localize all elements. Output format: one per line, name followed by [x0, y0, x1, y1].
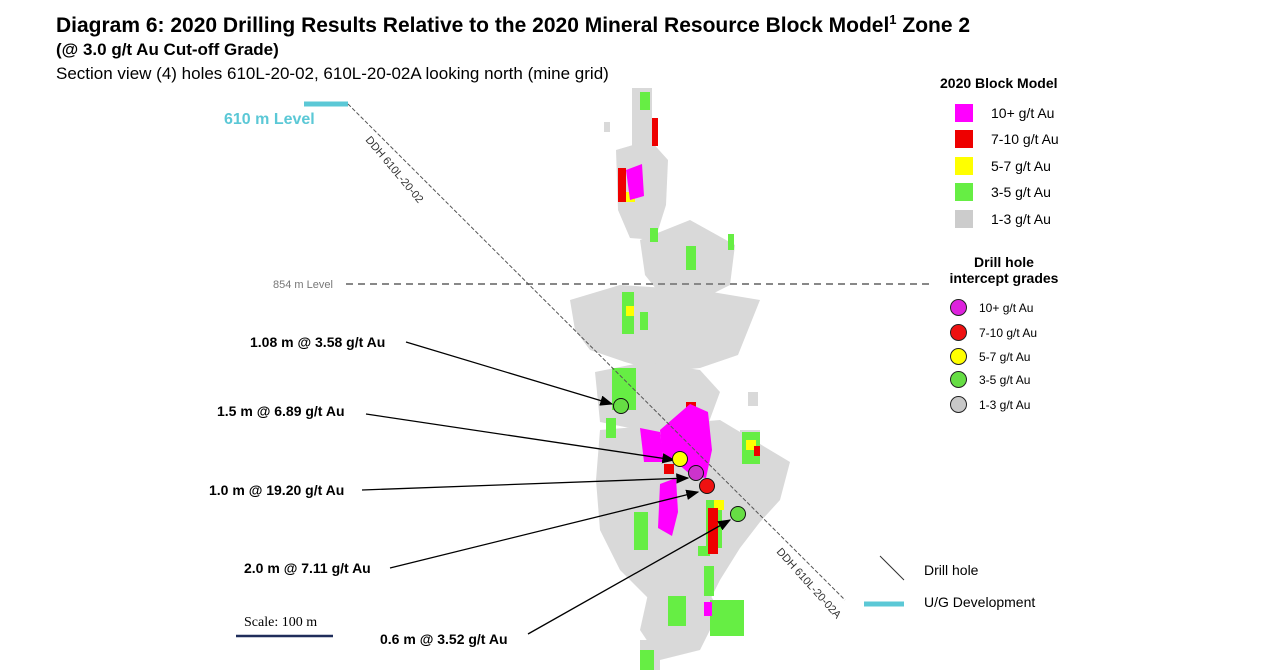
intercept-legend-title: Drill hole intercept grades — [949, 254, 1059, 286]
drill-hole-legend-label: Drill hole — [924, 562, 979, 578]
drill-hole-legend-symbol — [879, 555, 905, 581]
intercept-marker-2 — [672, 451, 688, 467]
intercept-marker-5 — [730, 506, 746, 522]
block-model-legend-title: 2020 Block Model — [940, 75, 1058, 91]
intercept-label-1: 1.08 m @ 3.58 g/t Au — [250, 334, 385, 350]
drill-hole-label-02: DDH 610L-20-02 — [363, 134, 426, 205]
intercept-label-2: 1.5 m @ 6.89 g/t Au — [217, 403, 345, 419]
drill-hole-label-02a: DDH 610L-20-02A — [774, 546, 844, 622]
ug-development-legend-label: U/G Development — [924, 594, 1036, 610]
green-circle-icon — [950, 371, 967, 388]
intercept-legend-item-5-7: 5-7 g/t Au — [950, 348, 1030, 365]
intercept-label-5: 0.6 m @ 3.52 g/t Au — [380, 631, 508, 647]
intercept-legend-item-10plus: 10+ g/t Au — [950, 299, 1033, 316]
intercept-marker-3 — [688, 465, 704, 481]
callout-arrow-3 — [361, 473, 690, 491]
green-swatch — [955, 183, 973, 201]
level-854-label: 854 m Level — [273, 279, 333, 291]
block-legend-item-1-3: 1-3 g/t Au — [955, 210, 1051, 228]
block-legend-item-7-10: 7-10 g/t Au — [955, 130, 1059, 148]
grey-swatch — [955, 210, 973, 228]
yellow-circle-icon — [950, 348, 967, 365]
magenta-circle-icon — [950, 299, 967, 316]
block-model-grey — [570, 88, 790, 670]
yellow-swatch — [955, 157, 973, 175]
drill-hole-trace — [347, 103, 846, 601]
grey-circle-icon — [950, 396, 967, 413]
block-legend-item-5-7: 5-7 g/t Au — [955, 157, 1051, 175]
footnote-marker: 1 — [889, 12, 897, 27]
magenta-swatch — [955, 104, 973, 122]
callout-arrow-1 — [405, 341, 614, 406]
red-swatch — [955, 130, 973, 148]
intercept-legend-item-3-5: 3-5 g/t Au — [950, 371, 1030, 388]
intercept-marker-1 — [613, 398, 629, 414]
intercept-legend-item-7-10: 7-10 g/t Au — [950, 324, 1037, 341]
scale-label: Scale: 100 m — [244, 615, 317, 630]
level-610-label: 610 m Level — [224, 111, 315, 128]
section-description: Section view (4) holes 610L-20-02, 610L-… — [56, 64, 609, 83]
callout-arrow-2 — [365, 413, 676, 464]
intercept-marker-4 — [699, 478, 715, 494]
intercept-label-4: 2.0 m @ 7.11 g/t Au — [244, 560, 371, 576]
intercept-legend-item-1-3: 1-3 g/t Au — [950, 396, 1030, 413]
diagram-title: Diagram 6: 2020 Drilling Results Relativ… — [56, 12, 971, 37]
block-legend-item-3-5: 3-5 g/t Au — [955, 183, 1051, 201]
red-circle-icon — [950, 324, 967, 341]
intercept-label-3: 1.0 m @ 19.20 g/t Au — [209, 482, 344, 498]
block-legend-item-10plus: 10+ g/t Au — [955, 104, 1054, 122]
cutoff-grade-subtitle: (@ 3.0 g/t Au Cut-off Grade) — [56, 40, 279, 59]
callout-arrow-4 — [389, 489, 700, 569]
callout-arrow-5 — [527, 519, 732, 635]
